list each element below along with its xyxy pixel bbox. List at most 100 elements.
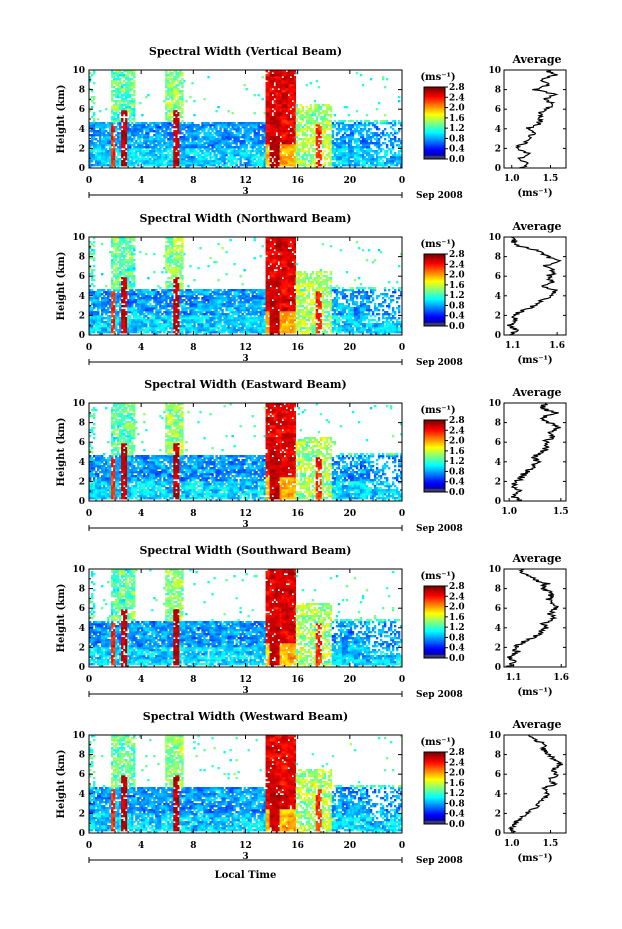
heatmap-cell bbox=[306, 118, 308, 120]
heatmap-cell bbox=[143, 317, 145, 319]
heatmap-cell bbox=[155, 130, 157, 132]
heatmap-cell bbox=[258, 138, 260, 140]
heatmap-cell bbox=[173, 160, 175, 162]
x-tick-label: 0 bbox=[86, 176, 92, 186]
heatmap-cell bbox=[131, 104, 133, 106]
heatmap-cell bbox=[125, 120, 127, 122]
heatmap-cell bbox=[318, 104, 320, 106]
heatmap-cell bbox=[207, 150, 209, 152]
heatmap-cell bbox=[384, 142, 386, 144]
heatmap-cell bbox=[95, 162, 97, 164]
heatmap-cell bbox=[111, 319, 113, 321]
heatmap-cell bbox=[109, 323, 111, 325]
heatmap-cell bbox=[95, 152, 97, 154]
heatmap-cell bbox=[159, 319, 161, 321]
heatmap-cell bbox=[322, 122, 324, 124]
heatmap-cell bbox=[302, 164, 304, 166]
heatmap-cell bbox=[314, 114, 316, 116]
heatmap-cell bbox=[93, 82, 95, 84]
heatmap-cell bbox=[260, 156, 262, 158]
heatmap-cell bbox=[127, 100, 129, 102]
heatmap-cell bbox=[328, 164, 330, 166]
heatmap-cell bbox=[246, 152, 248, 154]
heatmap-cell bbox=[171, 136, 173, 138]
heatmap-cell bbox=[328, 134, 330, 136]
heatmap-cell bbox=[290, 130, 292, 132]
heatmap-cell bbox=[300, 156, 302, 158]
heatmap-cell bbox=[153, 152, 155, 154]
heatmap-cell bbox=[390, 126, 392, 128]
heatmap-cell bbox=[290, 78, 292, 80]
heatmap-cell bbox=[221, 140, 223, 142]
heatmap-cell bbox=[342, 134, 344, 136]
heatmap-cell bbox=[117, 154, 119, 156]
heatmap-cell bbox=[280, 140, 282, 142]
heatmap-cell bbox=[256, 154, 258, 156]
heatmap-cell bbox=[91, 325, 93, 327]
heatmap-cell bbox=[221, 134, 223, 136]
heatmap-cell bbox=[117, 321, 119, 323]
heatmap-cell bbox=[316, 128, 318, 130]
heatmap-cell bbox=[350, 126, 352, 128]
heatmap-cell bbox=[195, 162, 197, 164]
heatmap-cell bbox=[308, 150, 310, 152]
heatmap-cell bbox=[145, 128, 147, 130]
heatmap-cell bbox=[328, 120, 330, 122]
heatmap-cell bbox=[179, 122, 181, 124]
heatmap-cell bbox=[115, 253, 117, 255]
heatmap-cell bbox=[284, 146, 286, 148]
heatmap-cell bbox=[308, 148, 310, 150]
heatmap-cell bbox=[117, 317, 119, 319]
heatmap-cell bbox=[294, 120, 296, 122]
heatmap-cell bbox=[117, 138, 119, 140]
heatmap-cell bbox=[161, 158, 163, 160]
heatmap-cell bbox=[274, 146, 276, 148]
heatmap-cell bbox=[155, 162, 157, 164]
heatmap-cell bbox=[314, 126, 316, 128]
heatmap-cell bbox=[93, 158, 95, 160]
heatmap-cell bbox=[288, 76, 290, 78]
heatmap-cell bbox=[239, 152, 241, 154]
heatmap-cell bbox=[131, 257, 133, 259]
heatmap-cell bbox=[119, 124, 121, 126]
heatmap-cell bbox=[193, 138, 195, 140]
heatmap-cell bbox=[211, 124, 213, 126]
heatmap-cell bbox=[268, 142, 270, 144]
heatmap-cell bbox=[111, 311, 113, 313]
heatmap-cell bbox=[322, 118, 324, 120]
heatmap-cell bbox=[167, 140, 169, 142]
heatmap-cell bbox=[175, 78, 177, 80]
heatmap-cell bbox=[119, 275, 121, 277]
heatmap-cell bbox=[173, 96, 175, 98]
heatmap-cell bbox=[338, 138, 340, 140]
heatmap-cell bbox=[294, 138, 296, 140]
heatmap-cell bbox=[93, 303, 95, 305]
heatmap-cell bbox=[111, 96, 113, 98]
y-tick-label: 6 bbox=[79, 105, 85, 115]
heatmap-cell bbox=[243, 132, 245, 134]
heatmap-cell bbox=[396, 164, 398, 166]
heatmap-cell bbox=[268, 144, 270, 146]
heatmap-cell bbox=[318, 164, 320, 166]
heatmap-cell bbox=[324, 124, 326, 126]
heatmap-cell bbox=[324, 146, 326, 148]
heatmap-cell bbox=[117, 313, 119, 315]
heatmap-cell bbox=[318, 154, 320, 156]
heatmap-cell bbox=[161, 126, 163, 128]
heatmap-cell bbox=[246, 154, 248, 156]
heatmap-cell bbox=[386, 152, 388, 154]
heatmap-cell bbox=[334, 138, 336, 140]
heatmap-cell bbox=[322, 130, 324, 132]
heatmap-cell bbox=[95, 146, 97, 148]
heatmap-cell bbox=[177, 104, 179, 106]
heatmap-cell bbox=[99, 315, 101, 317]
heatmap-cell bbox=[137, 134, 139, 136]
heatmap-cell bbox=[344, 146, 346, 148]
heatmap-cell bbox=[123, 94, 125, 96]
heatmap-cell bbox=[250, 132, 252, 134]
heatmap-cell bbox=[127, 94, 129, 96]
heatmap-cell bbox=[121, 239, 123, 241]
heatmap-cell bbox=[368, 158, 370, 160]
heatmap-cell bbox=[254, 146, 256, 148]
heatmap-cell bbox=[165, 92, 167, 94]
